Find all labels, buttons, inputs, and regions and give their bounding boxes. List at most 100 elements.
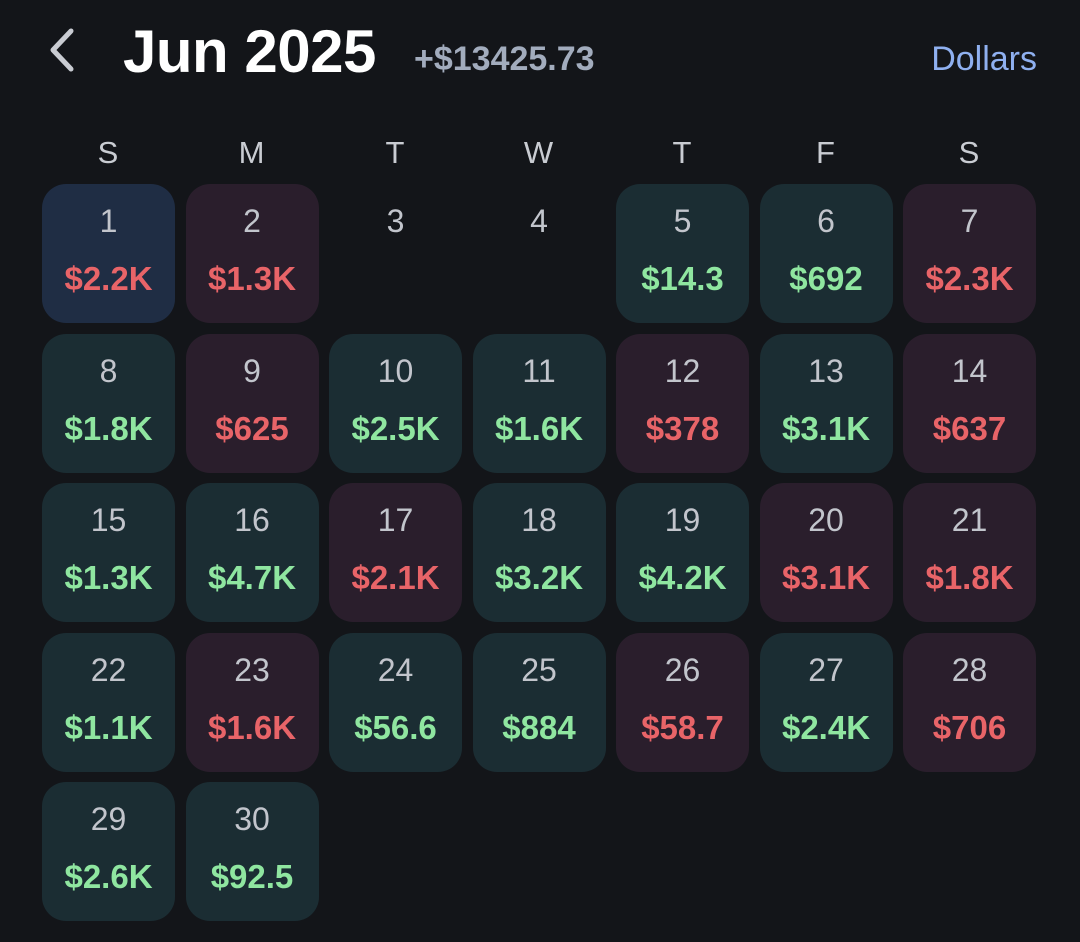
weekday-label: S <box>97 135 119 170</box>
day-number: 10 <box>377 352 414 389</box>
day-gain-amount: $2.4K <box>781 708 871 746</box>
weekday-label: S <box>958 135 980 170</box>
day-number: 6 <box>817 203 835 239</box>
weekday-label: W <box>523 135 554 170</box>
calendar-day-cell[interactable]: 11 $1.6K <box>472 333 606 473</box>
calendar-day-cell[interactable]: 10 $2.5K <box>329 333 462 473</box>
day-gain-amount: $1.1K <box>64 708 153 746</box>
day-number: 15 <box>90 502 127 538</box>
calendar-day-cell[interactable]: 16 $4.7K <box>185 483 319 622</box>
day-gain-amount: $2.5K <box>351 409 440 447</box>
calendar-day-cell[interactable]: 2 $1.3K <box>185 184 319 323</box>
day-number: 30 <box>234 801 270 837</box>
currency-unit-toggle[interactable]: Dollars <box>931 40 1037 78</box>
calendar-day-cell[interactable]: 19 $4.2K <box>616 483 749 622</box>
day-number: 27 <box>808 651 844 688</box>
calendar-day-cell[interactable]: 25 $884 <box>472 632 606 772</box>
calendar-day-cell[interactable]: 30 $92.5 <box>185 782 319 921</box>
month-total: +$13425.73 <box>414 40 595 78</box>
day-number: 23 <box>234 651 270 688</box>
calendar-day-cell[interactable]: 22 $1.1K <box>42 632 175 772</box>
day-number: 20 <box>808 502 844 538</box>
calendar-grid: 1 $2.2K 2 $1.3K 3 4 5 $14.3 6 $692 7 $2.3K 8 $1.8K 9 $6… <box>42 184 1038 924</box>
day-number: 9 <box>243 352 261 389</box>
day-gain-amount: $2.6K <box>64 858 153 895</box>
calendar-day-cell[interactable]: 29 $2.6K <box>42 782 175 921</box>
day-number: 18 <box>521 502 557 538</box>
day-number: 26 <box>664 651 701 688</box>
day-loss-amount: $378 <box>645 409 720 447</box>
weekday-label: T <box>385 135 405 170</box>
calendar-day-cell[interactable]: 24 $56.6 <box>329 632 462 772</box>
day-gain-amount: $3.1K <box>781 409 871 447</box>
day-loss-amount: $1.6K <box>207 708 297 746</box>
day-number: 17 <box>377 502 414 538</box>
day-loss-amount: $3.1K <box>781 559 871 596</box>
day-number: 13 <box>808 352 844 389</box>
day-number: 5 <box>673 203 692 239</box>
day-gain-amount: $692 <box>789 260 863 297</box>
calendar-day-cell[interactable]: 28 $706 <box>903 632 1036 772</box>
calendar-day-cell[interactable]: 13 $3.1K <box>759 333 893 473</box>
weekday-label: F <box>816 135 835 170</box>
day-loss-amount: $637 <box>932 409 1007 447</box>
calendar-day-cell[interactable]: 23 $1.6K <box>185 632 319 772</box>
day-gain-amount: $4.2K <box>638 559 727 596</box>
day-loss-amount: $2.3K <box>925 260 1014 297</box>
chevron-left-icon <box>50 28 74 72</box>
day-gain-amount: $56.6 <box>354 708 437 746</box>
weekday-header-row: S M T W T F S <box>42 130 1038 176</box>
day-gain-amount: $14.3 <box>641 260 724 297</box>
day-loss-amount: $2.1K <box>351 559 440 596</box>
day-number: 8 <box>99 352 118 389</box>
day-gain-amount: $1.3K <box>64 559 153 596</box>
day-loss-amount: $1.3K <box>207 260 297 297</box>
calendar-day-cell[interactable]: 9 $625 <box>185 333 319 473</box>
calendar-day-cell[interactable]: 27 $2.4K <box>759 632 893 772</box>
day-gain-amount: $3.2K <box>494 559 584 596</box>
calendar-day-cell[interactable]: 20 $3.1K <box>759 483 893 622</box>
calendar-day-cell[interactable]: 14 $637 <box>903 333 1036 473</box>
day-number: 16 <box>234 502 270 538</box>
weekday-label: M <box>238 135 265 170</box>
calendar-day-cell[interactable]: 17 $2.1K <box>329 483 462 622</box>
calendar-day-cell[interactable]: 8 $1.8K <box>42 333 175 473</box>
back-button[interactable] <box>38 22 86 78</box>
calendar-day-cell[interactable]: 4 <box>473 184 606 323</box>
calendar-day-cell[interactable]: 26 $58.7 <box>616 632 749 772</box>
day-loss-amount: $2.2K <box>64 260 153 297</box>
day-gain-amount: $4.7K <box>207 559 297 596</box>
day-loss-amount: $706 <box>932 708 1007 746</box>
day-number: 2 <box>243 203 261 239</box>
day-number: 22 <box>90 651 127 688</box>
day-number: 11 <box>522 352 556 389</box>
day-number: 12 <box>664 352 701 389</box>
day-number: 24 <box>377 651 414 688</box>
calendar-day-cell[interactable]: 5 $14.3 <box>616 184 749 323</box>
calendar-header: Jun 2025 +$13425.73 Dollars <box>0 0 1080 110</box>
day-number: 28 <box>951 651 988 688</box>
day-loss-amount: $625 <box>215 409 289 447</box>
calendar-day-cell[interactable]: 18 $3.2K <box>472 483 606 622</box>
day-loss-amount: $58.7 <box>641 708 724 746</box>
month-title: Jun 2025 <box>123 18 376 85</box>
day-number: 3 <box>386 203 405 239</box>
day-number: 29 <box>90 801 127 837</box>
day-loss-amount: $1.8K <box>925 559 1014 596</box>
calendar-day-cell[interactable]: 7 $2.3K <box>903 184 1036 323</box>
day-gain-amount: $1.8K <box>64 409 153 447</box>
calendar-day-cell[interactable]: 15 $1.3K <box>42 483 175 622</box>
day-number: 7 <box>960 203 979 239</box>
day-number: 1 <box>99 203 118 239</box>
day-number: 14 <box>951 352 988 389</box>
day-number: 19 <box>664 502 701 538</box>
day-number: 21 <box>951 502 988 538</box>
calendar-day-cell[interactable]: 6 $692 <box>759 184 893 323</box>
day-gain-amount: $92.5 <box>210 858 294 895</box>
calendar-day-cell[interactable]: 1 $2.2K <box>42 184 175 323</box>
calendar-day-cell[interactable]: 21 $1.8K <box>903 483 1036 622</box>
weekday-label: T <box>672 135 692 170</box>
calendar-day-cell[interactable]: 12 $378 <box>616 333 749 473</box>
calendar-day-cell[interactable]: 3 <box>329 184 462 323</box>
day-gain-amount: $884 <box>502 708 576 746</box>
